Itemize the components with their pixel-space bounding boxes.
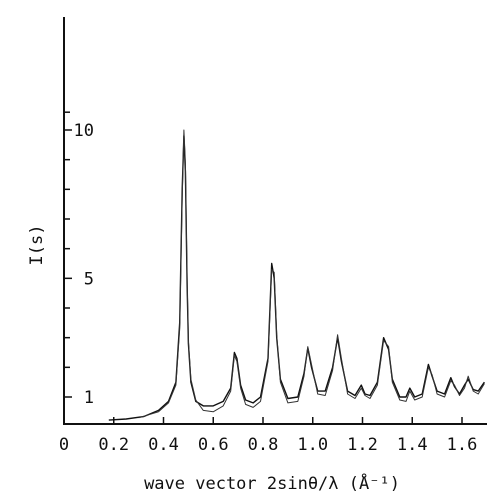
x-tick-label: 0.8 — [248, 435, 279, 455]
x-axis-ticks: 0 0.2 0.4 0.6 0.8 1.0 1.2 1.4 1.6 — [59, 417, 477, 455]
x-axis-label: wave vector 2sinθ/λ (Å⁻¹) — [144, 472, 400, 494]
y-tick-label: 1 — [84, 388, 94, 408]
x-tick-label: 0.6 — [198, 435, 229, 455]
x-tick-label: 1.4 — [397, 435, 428, 455]
series-group — [108, 129, 485, 421]
x-tick-label: 1.6 — [447, 435, 478, 455]
x-tick-label: 1.0 — [297, 435, 328, 455]
axes-frame — [63, 17, 487, 425]
y-axis-label: I(s) — [27, 225, 47, 266]
y-tick-label: 10 — [74, 121, 94, 141]
x-tick-label: 0.4 — [148, 435, 179, 455]
series-line-2 — [138, 129, 485, 419]
series-line-1 — [108, 135, 485, 421]
x-tick-label: 0 — [59, 435, 69, 455]
x-tick-label: 0.2 — [98, 435, 129, 455]
y-tick-label: 5 — [84, 269, 94, 289]
x-tick-label: 1.2 — [347, 435, 378, 455]
